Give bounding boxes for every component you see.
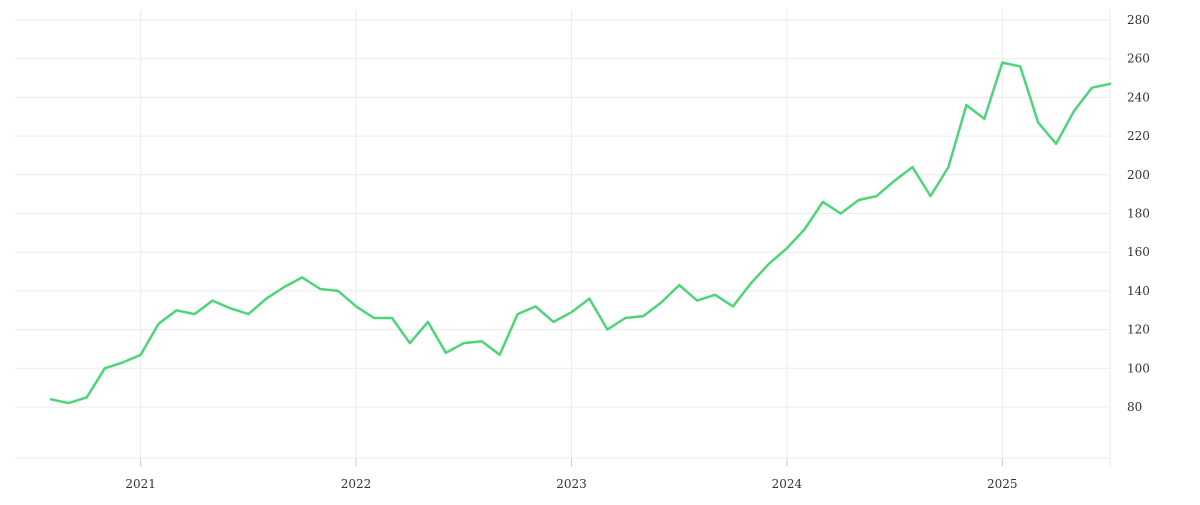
y-tick-label: 240 (1127, 90, 1150, 104)
grid-layer (15, 10, 1110, 467)
y-tick-label: 100 (1127, 361, 1150, 375)
x-tick-label: 2021 (125, 477, 156, 491)
x-tick-label: 2022 (341, 477, 372, 491)
y-tick-label: 80 (1127, 400, 1142, 414)
y-tick-label: 200 (1127, 168, 1150, 182)
y-tick-label: 180 (1127, 207, 1150, 221)
series-layer (49, 61, 1112, 405)
y-tick-label: 160 (1127, 245, 1150, 259)
y-tick-label: 280 (1127, 13, 1150, 27)
y-tick-label: 220 (1127, 129, 1150, 143)
series-line (49, 61, 1112, 405)
y-tick-label: 140 (1127, 284, 1150, 298)
tick-label-layer: 80 100 120 140 160 180 200 220 240 260 280 2021 2022… (125, 13, 1150, 491)
axis-layer (15, 10, 1111, 467)
x-tick-label: 2023 (556, 477, 587, 491)
y-tick-label: 260 (1127, 52, 1150, 66)
x-tick-label: 2025 (987, 477, 1018, 491)
y-tick-label: 120 (1127, 323, 1150, 337)
x-tick-label: 2024 (772, 477, 803, 491)
